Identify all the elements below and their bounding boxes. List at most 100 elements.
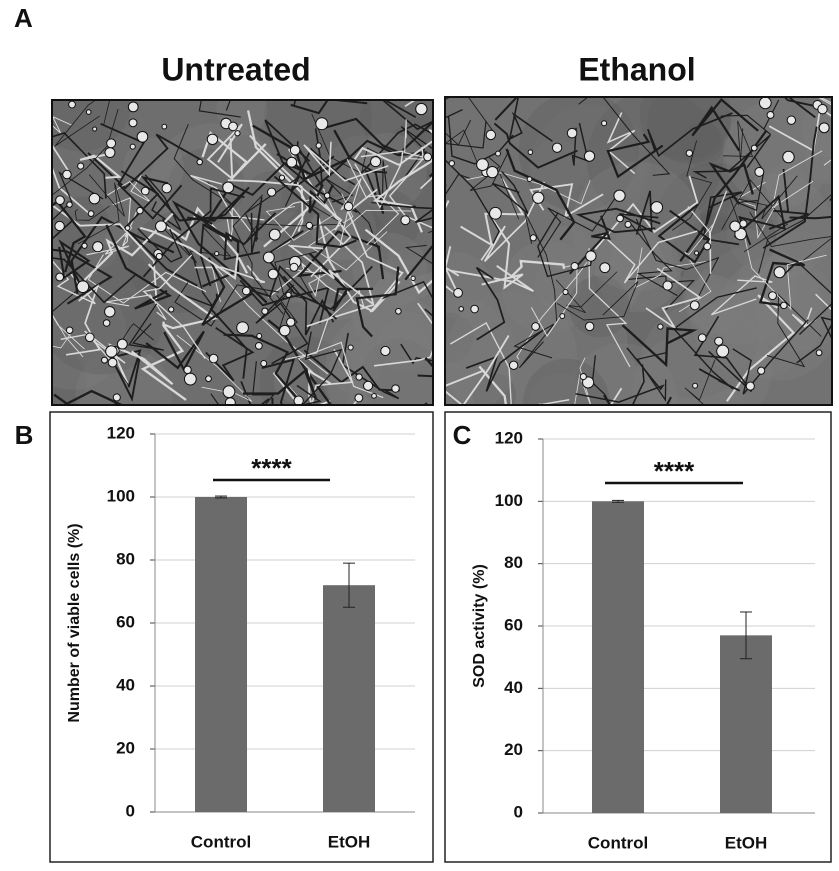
cell-body [104,147,116,159]
neurite [198,100,241,118]
neurite [52,199,87,273]
cell-body [112,393,121,402]
neurite [447,116,514,165]
neurite [657,203,711,264]
neurite [206,123,243,181]
texture [445,291,578,405]
neurite [160,206,249,274]
cell-body [410,275,416,282]
neurite [301,331,343,405]
neurite [86,226,133,256]
neurite [273,175,357,248]
neurite [786,97,789,98]
neurite [481,217,524,290]
texture [52,346,87,405]
texture [543,225,589,272]
neurite [505,148,576,241]
cell-body [214,251,220,257]
neurite [52,219,137,304]
cell-body [768,291,777,301]
cell-body [293,395,304,405]
neurite [110,323,154,388]
neurite [144,174,182,231]
cell-body [140,186,150,196]
neurite [419,128,433,190]
texture [343,173,399,229]
cell-body [208,353,219,364]
neurite [174,282,280,327]
cell-body [183,372,197,386]
neurite [246,110,310,248]
cell-body [279,324,291,337]
cell-body [347,344,354,351]
texture [682,228,799,345]
error-bar [740,611,752,660]
cell-body [766,110,775,119]
cell-body [476,158,489,171]
neurite [139,226,239,280]
neurite [380,280,433,318]
neurite [79,153,123,179]
cell-body [66,201,73,208]
neurite [606,112,636,175]
neurite [708,162,754,205]
cell-body [127,101,139,113]
cell-body [102,319,111,327]
cell-body [532,191,545,204]
neurite [52,248,113,305]
cell-body [363,380,374,391]
micrograph [445,97,832,405]
neurite [147,263,218,330]
neurite [729,175,798,237]
neurite [306,225,375,328]
cell-body [613,189,626,202]
cell-body [470,304,479,314]
cell-body [529,234,537,242]
neurite [758,193,832,274]
neurite [290,147,356,192]
micrograph [52,100,433,405]
neurite [720,99,780,136]
x-tick-label: Control [588,833,648,852]
neurite [687,190,728,274]
cell-body [256,333,263,339]
texture [52,245,167,375]
neurite [475,266,506,341]
cell-body [585,250,597,262]
neurite [732,319,809,395]
neurite [445,335,510,405]
cell-body [65,326,74,334]
y-tick-label: 80 [504,553,523,572]
neurite [303,349,400,392]
cell-body [262,251,275,264]
neurite [265,198,313,256]
y-tick-label: 20 [116,738,135,757]
texture [805,133,832,185]
neurite [710,275,773,316]
neurite [353,139,433,166]
cell-body [196,158,203,166]
y-tick-label: 20 [504,740,523,759]
cell-body [773,266,786,279]
neurite [698,368,741,392]
neurite [106,175,152,203]
neurite [52,114,72,141]
neurite [516,261,588,360]
y-tick-label: 60 [116,612,135,631]
cell-body [254,341,263,350]
cell-body [786,115,797,125]
neurite [355,266,400,338]
neurite [575,347,665,403]
cell-body [818,122,830,134]
cell-body [391,384,400,393]
neurite [693,315,753,393]
neurite [65,284,101,356]
cell-body [129,143,136,150]
neurite [142,187,245,278]
cell-body [599,262,611,274]
image-title: Untreated [161,51,310,87]
cell-body [315,142,322,149]
texture [715,255,832,381]
cell-body [124,225,131,231]
